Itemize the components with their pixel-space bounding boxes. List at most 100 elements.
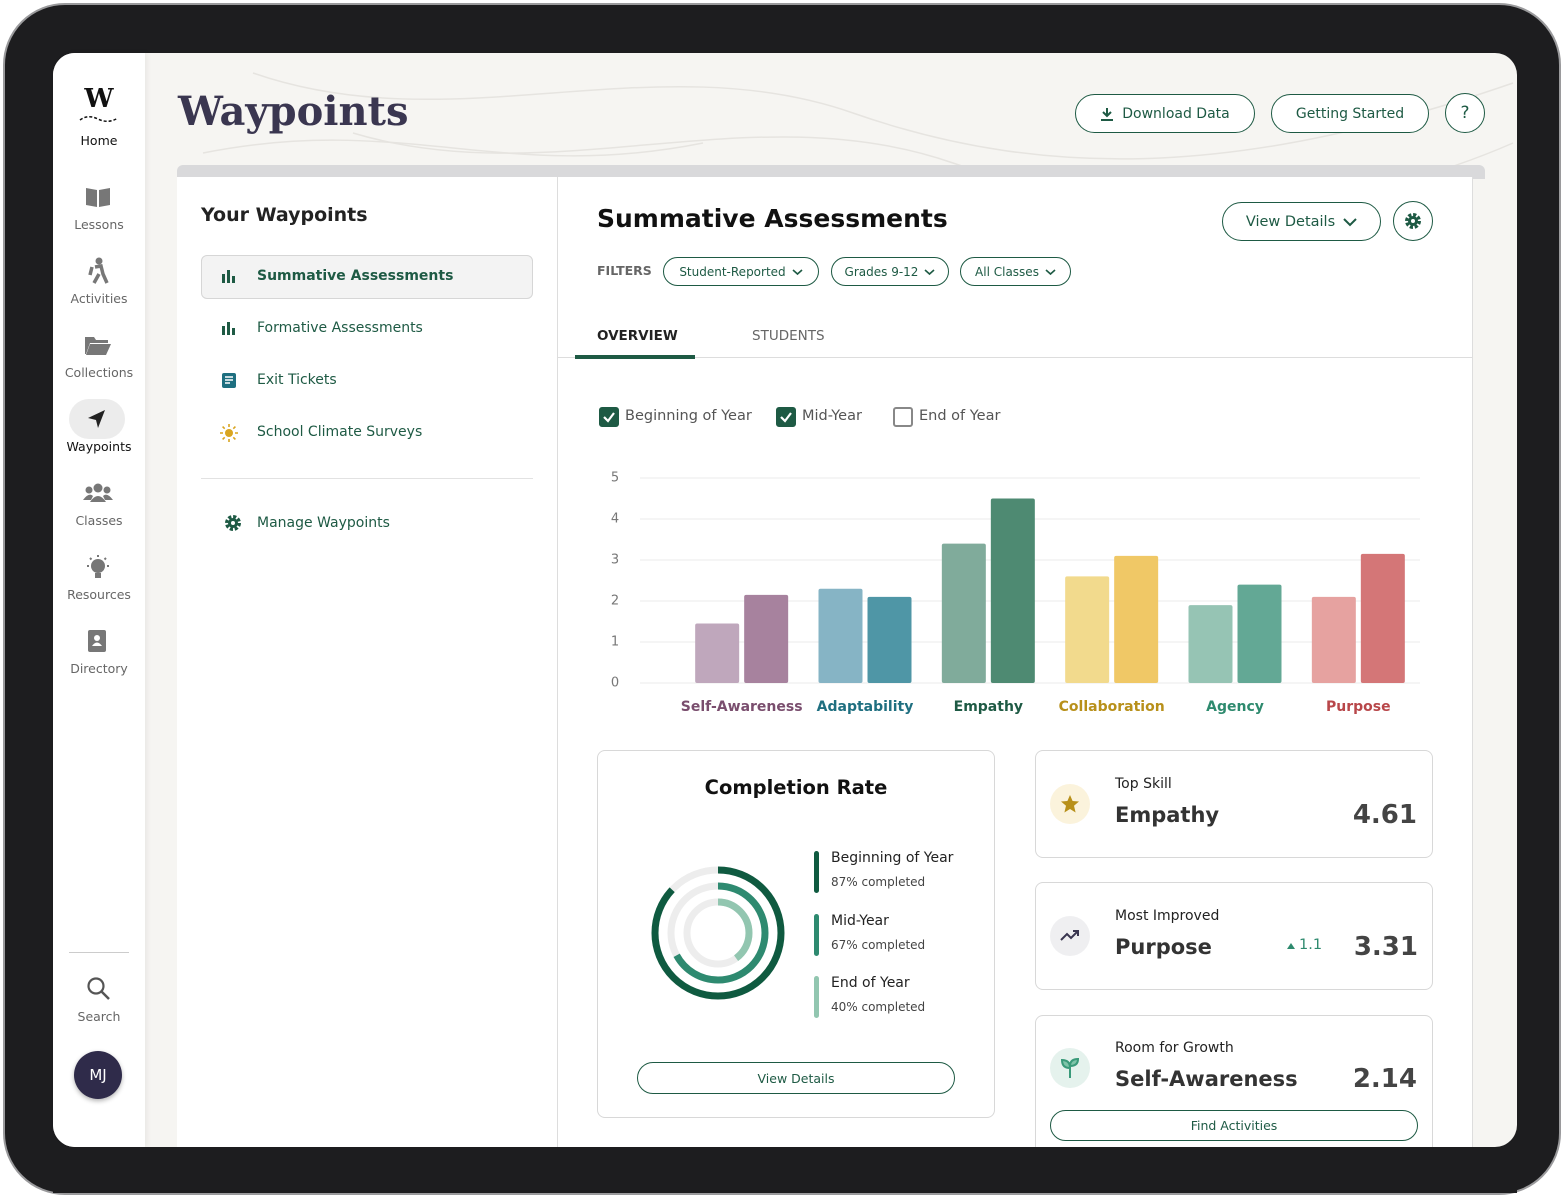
filters-label: FILTERS <box>597 263 652 278</box>
tab-underline <box>575 355 695 359</box>
nav-label[interactable]: Directory <box>70 661 128 676</box>
waypoint-item[interactable]: Summative Assessments <box>257 268 454 284</box>
bar <box>1065 576 1110 683</box>
legend-value: 67% completed <box>831 937 926 952</box>
waypoints-icon <box>88 410 105 428</box>
completion-card <box>597 750 995 1118</box>
find-activities-button[interactable]: Find Activities <box>1050 1110 1418 1141</box>
view-details-button[interactable]: View Details <box>637 1062 955 1094</box>
change-value: 1.1 <box>1299 937 1323 953</box>
button-label: View Details <box>757 1070 835 1086</box>
sprout-icon <box>1060 1057 1080 1078</box>
checkbox[interactable] <box>776 407 796 427</box>
ring-arc <box>667 882 769 984</box>
check-mark <box>780 412 792 423</box>
filter-label: Student-Reported <box>679 264 786 279</box>
nav-label[interactable]: Lessons <box>74 217 124 232</box>
download-button[interactable]: Download Data <box>1075 94 1255 133</box>
checkbox-label: End of Year <box>919 408 1001 424</box>
panel-top <box>177 165 1485 179</box>
sidebar <box>53 53 145 1147</box>
activities-icon <box>88 257 109 284</box>
legend-name: End of Year <box>831 975 910 991</box>
nav-label[interactable]: Resources <box>67 587 131 602</box>
ring-arc <box>683 898 753 968</box>
card-label: Most Improved <box>1115 908 1220 924</box>
nav-label[interactable]: Home <box>80 133 118 148</box>
category-label: Empathy <box>954 699 1023 715</box>
filter[interactable]: All Classes <box>960 257 1071 286</box>
nav-label[interactable]: Waypoints <box>66 439 132 454</box>
ticket-icon <box>222 373 236 388</box>
card-label: Top Skill <box>1115 776 1172 792</box>
manage-link[interactable]: Manage Waypoints <box>257 515 390 531</box>
bar <box>990 498 1035 683</box>
logo-wave <box>79 116 119 122</box>
gear-icon <box>1405 213 1421 229</box>
classes-icon <box>83 483 113 502</box>
tab[interactable]: OVERVIEW <box>597 328 678 344</box>
checkbox-label: Beginning of Year <box>625 408 752 424</box>
checkbox[interactable] <box>893 407 913 427</box>
nav-label[interactable]: Classes <box>75 513 123 528</box>
y-tick-label: 4 <box>611 512 619 527</box>
bar <box>1114 555 1159 683</box>
trend-icon <box>1060 930 1079 941</box>
legend-value: 87% completed <box>831 875 926 889</box>
lessons-icon <box>86 188 110 207</box>
nav-label[interactable]: Search <box>77 1009 121 1024</box>
ring-arc <box>651 866 785 1000</box>
search-icon <box>87 977 110 1000</box>
button-label: Find Activities <box>1190 1118 1278 1133</box>
legend-name: Beginning of Year <box>831 850 954 866</box>
getting-started-button[interactable]: Getting Started <box>1271 94 1429 133</box>
resources-icon <box>87 555 109 578</box>
bezel-bottom <box>53 1147 1517 1193</box>
button-label: View Details <box>1245 213 1336 230</box>
active-item-bg <box>201 255 533 299</box>
checkbox-label: Mid-Year <box>802 408 862 424</box>
card-label: Room for Growth <box>1115 1040 1234 1056</box>
category-label: Collaboration <box>1059 699 1165 715</box>
check-mark <box>603 412 615 423</box>
button-label: Getting Started <box>1295 105 1405 122</box>
skill-name: Self-Awareness <box>1115 1067 1298 1091</box>
bar-chart: 0 1 2 3 4 5 Self-Awareness Adaptability Empathy C… <box>611 471 1420 715</box>
nav-label[interactable]: Collections <box>64 365 134 380</box>
filter[interactable]: Student-Reported <box>663 257 819 286</box>
legend-bar <box>814 976 819 1018</box>
help-button[interactable]: ? <box>1445 93 1485 133</box>
y-tick-label: 5 <box>611 471 619 486</box>
button-label: Download Data <box>1122 105 1230 122</box>
category-label: Purpose <box>1326 699 1391 715</box>
y-tick-label: 0 <box>611 676 619 691</box>
waypoint-item[interactable]: Exit Tickets <box>257 372 337 388</box>
legend-name: Mid-Year <box>831 912 889 929</box>
panel-divider <box>557 177 558 1147</box>
avatar[interactable]: MJ <box>74 1051 122 1099</box>
bar <box>744 594 789 683</box>
bar-icon <box>222 322 235 335</box>
completion-rings <box>651 866 785 1000</box>
y-tick-label: 3 <box>611 553 619 568</box>
nav-label[interactable]: Activities <box>70 291 128 306</box>
waypoint-item[interactable]: School Climate Surveys <box>257 424 423 440</box>
filter[interactable]: Grades 9-12 <box>831 257 949 286</box>
section-title: Summative Assessments <box>597 204 948 233</box>
logo[interactable]: W <box>84 84 114 114</box>
chevron <box>924 268 935 275</box>
gear-icon <box>225 515 241 531</box>
page-title: Waypoints <box>178 88 409 135</box>
y-tick-label: 2 <box>611 594 619 609</box>
bar <box>1360 553 1405 683</box>
waypoint-item[interactable]: Formative Assessments <box>257 320 423 336</box>
checkbox[interactable] <box>599 407 619 427</box>
skill-name: Empathy <box>1115 803 1220 827</box>
settings-button[interactable] <box>1393 201 1433 241</box>
view-details-dropdown[interactable]: View Details <box>1222 202 1381 241</box>
filter-label: All Classes <box>975 264 1039 279</box>
bar <box>867 596 912 683</box>
y-tick-label: 1 <box>611 635 619 650</box>
legend-bar <box>814 851 819 893</box>
tab[interactable]: STUDENTS <box>752 328 825 344</box>
